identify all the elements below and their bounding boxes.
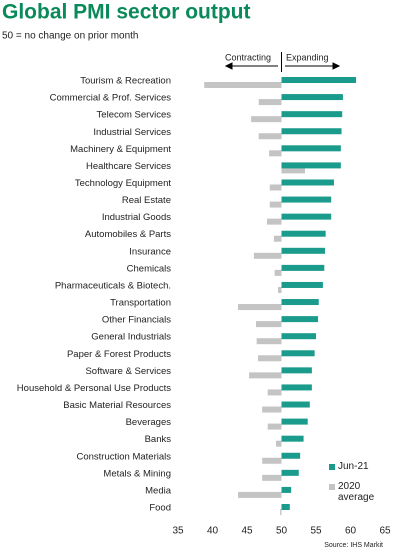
category-label: Telecom Services: [97, 110, 172, 121]
category-label: Industrial Services: [93, 127, 171, 138]
bar: [269, 201, 282, 208]
category-label: Media: [145, 485, 172, 496]
x-tick-label: 60: [345, 526, 357, 537]
bar: [274, 269, 282, 276]
category-label: Household & Personal Use Products: [17, 383, 171, 394]
bar: [251, 116, 282, 123]
bar: [267, 218, 282, 225]
subtitle: 50 = no change on prior month: [2, 31, 138, 42]
bar: [258, 355, 282, 362]
bar: [253, 252, 282, 259]
category-label: Construction Materials: [76, 451, 171, 462]
category-label: Technology Equipment: [75, 178, 171, 189]
x-tick-label: 35: [172, 526, 184, 537]
bar: [281, 452, 301, 459]
category-label: Metals & Mining: [103, 468, 171, 479]
bar: [281, 316, 319, 323]
bar: [255, 321, 282, 328]
category-label: Software & Services: [85, 366, 171, 377]
bar: [267, 423, 282, 430]
category-label: Banks: [145, 434, 172, 445]
bar: [281, 213, 332, 220]
category-label: Chemicals: [127, 263, 172, 274]
legend-label: 2020 average: [338, 481, 375, 503]
bar: [281, 469, 299, 476]
category-label: Real Estate: [122, 195, 171, 206]
bar: [281, 230, 326, 237]
bar: [281, 504, 290, 510]
bar: [281, 418, 308, 425]
bar: [281, 281, 323, 288]
annotation: Expanding: [286, 52, 329, 62]
category-label: Transportation: [110, 298, 171, 309]
x-tick-label: 65: [379, 526, 391, 537]
legend-swatch: [329, 464, 335, 470]
bar: [281, 162, 341, 169]
source: Source: IHS Markit: [324, 542, 383, 549]
bar: [238, 304, 282, 311]
bar: [281, 167, 305, 174]
bar: [275, 440, 282, 447]
bar: [280, 509, 282, 515]
category-label: Tourism & Recreation: [80, 76, 171, 87]
bar: [281, 367, 312, 374]
bar: [249, 372, 282, 379]
bar: [281, 350, 315, 357]
chart-title: Global PMI sector output: [2, 1, 251, 24]
legend-swatch: [329, 484, 335, 490]
category-label: Insurance: [129, 246, 171, 257]
bar: [258, 133, 282, 140]
bar: [281, 299, 319, 306]
bar: [281, 264, 325, 271]
bar: [281, 128, 342, 135]
category-label: Basic Material Resources: [63, 400, 171, 411]
bar: [204, 82, 282, 88]
bar: [281, 435, 304, 442]
category-label: Machinery & Equipment: [70, 144, 171, 155]
category-label: Commercial & Prof. Services: [50, 93, 172, 104]
x-tick-label: 45: [241, 526, 253, 537]
category-label: Other Financials: [102, 315, 171, 326]
bar: [258, 99, 282, 106]
category-label: Paper & Forest Products: [67, 349, 171, 360]
annotation: Contracting: [225, 52, 271, 62]
bar: [281, 77, 357, 83]
bar: [281, 401, 310, 408]
bar: [281, 486, 292, 493]
bar: [281, 145, 341, 152]
bar: [267, 389, 282, 396]
category-label: General Industrials: [91, 332, 171, 343]
bar: [262, 474, 282, 481]
bar: [269, 184, 282, 191]
bar: [262, 406, 282, 413]
x-tick-label: 40: [207, 526, 219, 537]
category-label: Industrial Goods: [102, 212, 171, 223]
bar: [281, 196, 332, 203]
arrows: [224, 62, 341, 70]
x-tick-label: 55: [310, 526, 322, 537]
category-label: Food: [149, 503, 171, 514]
category-label: Healthcare Services: [86, 161, 171, 172]
category-label: Beverages: [126, 417, 172, 428]
bar: [281, 333, 316, 340]
legend-label: Jun-21: [338, 461, 369, 472]
bar: [281, 247, 325, 254]
bar: [281, 384, 312, 391]
category-label: Automobiles & Parts: [85, 229, 171, 240]
category-label: Pharmaceuticals & Biotech.: [55, 280, 171, 291]
bar: [278, 286, 282, 293]
bar: [238, 491, 282, 498]
bar: [262, 457, 282, 464]
bar: [281, 111, 343, 118]
bar: [256, 338, 282, 345]
bar: [273, 235, 282, 242]
x-tick-label: 50: [276, 526, 288, 537]
bar: [269, 150, 282, 157]
bar: [281, 179, 334, 186]
bar: [281, 94, 343, 101]
